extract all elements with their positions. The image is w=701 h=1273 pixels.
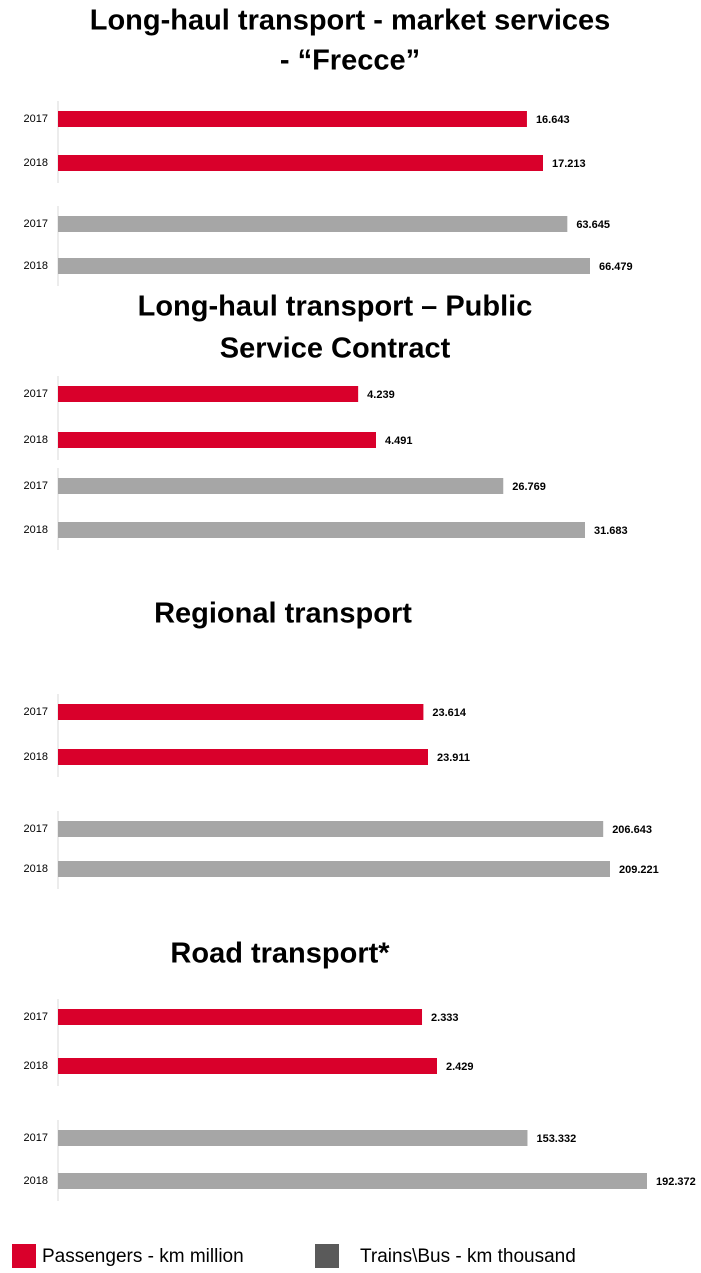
chart-title: Regional transport	[154, 598, 412, 630]
category-label: 2017	[24, 113, 48, 125]
value-label: 4.491	[385, 435, 413, 447]
legend-label: Passengers - km million	[42, 1246, 244, 1267]
category-label: 2017	[24, 1011, 48, 1023]
bar	[58, 704, 424, 720]
category-label: 2017	[24, 1132, 48, 1144]
bar	[58, 522, 585, 538]
category-label: 2017	[24, 388, 48, 400]
bar	[58, 111, 527, 127]
value-label: 31.683	[594, 525, 628, 537]
bar	[58, 216, 568, 232]
category-label: 2018	[24, 434, 48, 446]
value-label: 23.614	[432, 707, 467, 719]
value-label: 153.332	[536, 1133, 576, 1145]
value-label: 2.333	[431, 1012, 459, 1024]
category-label: 2018	[24, 260, 48, 272]
category-label: 2018	[24, 157, 48, 169]
category-label: 2017	[24, 706, 48, 718]
legend-swatch	[12, 1244, 36, 1268]
bar	[58, 1009, 423, 1025]
bar	[58, 258, 590, 274]
value-label: 206.643	[612, 824, 652, 836]
value-label: 23.911	[437, 752, 470, 764]
legend-swatch	[315, 1244, 339, 1268]
value-label: 16.643	[536, 114, 570, 126]
chart-title: Long-haul transport - market services	[90, 5, 611, 37]
value-label: 2.429	[446, 1061, 474, 1073]
chart-title: Service Contract	[220, 333, 451, 365]
value-label: 209.221	[619, 864, 659, 876]
category-label: 2017	[24, 823, 48, 835]
chart-title: Long-haul transport – Public	[138, 291, 533, 323]
bar	[58, 155, 543, 171]
value-label: 63.645	[576, 219, 610, 231]
chart-title: - “Frecce”	[280, 45, 420, 77]
value-label: 66.479	[599, 261, 633, 273]
bar	[58, 1058, 437, 1074]
bar	[58, 749, 428, 765]
bar	[58, 432, 376, 448]
bar	[58, 386, 359, 402]
bar	[58, 1173, 647, 1189]
category-label: 2018	[24, 1175, 48, 1187]
legend-label: Trains\Bus - km thousand	[360, 1246, 576, 1267]
category-label: 2018	[24, 751, 48, 763]
bar	[58, 1130, 528, 1146]
category-label: 2018	[24, 524, 48, 536]
category-label: 2017	[24, 218, 48, 230]
bar	[58, 821, 604, 837]
value-label: 17.213	[552, 158, 586, 170]
value-label: 192.372	[656, 1176, 696, 1188]
chart-title: Road transport*	[170, 938, 390, 970]
bar	[58, 861, 610, 877]
category-label: 2018	[24, 1060, 48, 1072]
bar	[58, 478, 504, 494]
category-label: 2017	[24, 480, 48, 492]
value-label: 4.239	[367, 389, 395, 401]
category-label: 2018	[24, 863, 48, 875]
value-label: 26.769	[512, 481, 546, 493]
